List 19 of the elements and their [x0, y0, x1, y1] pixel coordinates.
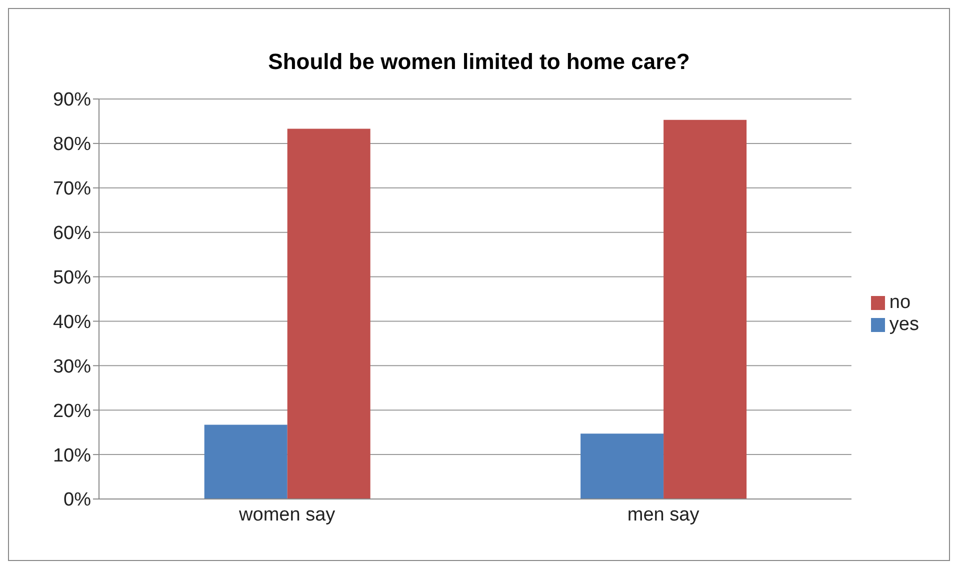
- y-tick-label: 80%: [52, 134, 92, 156]
- y-tick-label: 70%: [52, 178, 92, 200]
- y-tick-label: 0%: [64, 490, 92, 511]
- bar: [287, 128, 370, 499]
- y-tick-label: 60%: [52, 223, 92, 244]
- chart-title: Should be women limited to home care?: [267, 49, 691, 76]
- bar: [204, 424, 288, 499]
- bar: [580, 434, 664, 499]
- x-tick-label: men say: [627, 504, 700, 526]
- legend-label: no: [889, 292, 911, 313]
- y-tick-label: 30%: [52, 356, 92, 378]
- y-tick-label: 20%: [52, 400, 92, 422]
- bar: [664, 120, 747, 499]
- y-tick-label: 50%: [52, 268, 92, 289]
- legend-label: yes: [889, 314, 919, 335]
- y-tick-label: 40%: [52, 312, 92, 333]
- y-tick-label: 90%: [52, 90, 92, 111]
- x-tick-label: women say: [238, 504, 336, 526]
- y-tick-label: 10%: [52, 445, 92, 466]
